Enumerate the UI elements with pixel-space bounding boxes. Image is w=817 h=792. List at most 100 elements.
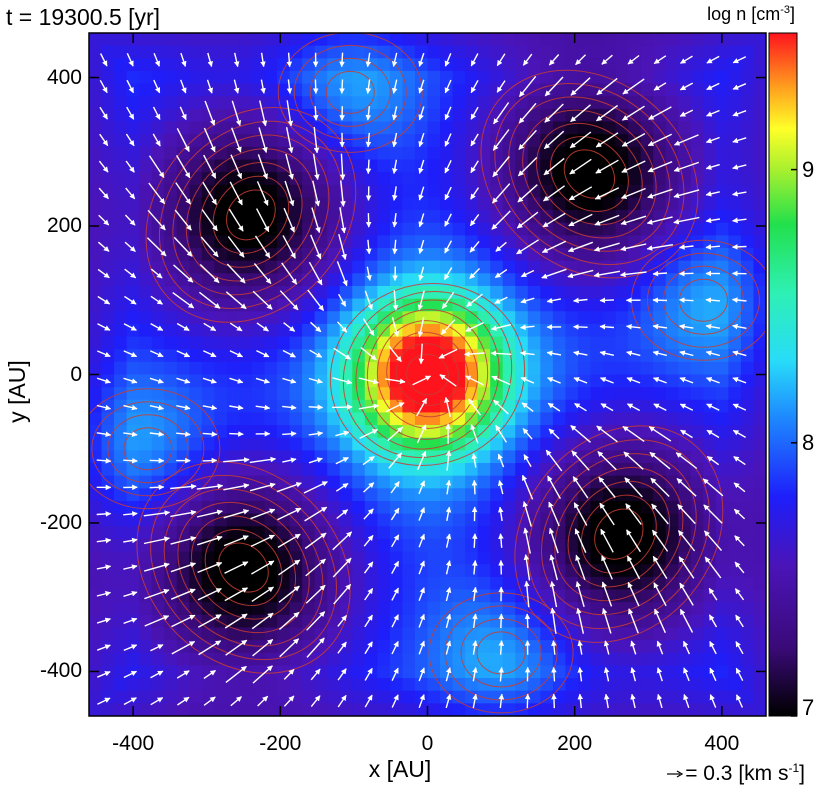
density-cell <box>302 425 316 439</box>
density-cell <box>402 703 416 716</box>
density-cell <box>114 146 128 161</box>
density-cell <box>577 678 592 692</box>
density-cell <box>239 96 253 110</box>
density-cell <box>226 298 241 312</box>
density-cell <box>339 425 353 439</box>
density-cell <box>577 58 592 72</box>
density-cell <box>214 488 228 502</box>
density-cell <box>490 463 504 477</box>
velocity-vector <box>150 350 164 358</box>
density-cell <box>101 235 115 249</box>
density-cell <box>126 437 140 451</box>
density-cell <box>502 703 516 716</box>
density-cell <box>201 361 215 376</box>
density-cell <box>264 399 278 414</box>
density-cell <box>139 273 153 287</box>
density-cell <box>126 652 140 667</box>
density-cell <box>364 33 378 47</box>
density-cell <box>703 652 717 667</box>
density-cell <box>289 412 303 426</box>
density-cell <box>414 500 429 515</box>
density-cell <box>603 703 617 716</box>
density-cell <box>164 273 178 287</box>
density-cell <box>515 437 529 451</box>
density-cell <box>302 614 316 629</box>
density-cell <box>139 349 153 363</box>
density-cell <box>728 210 742 224</box>
density-cell <box>527 349 541 363</box>
density-cell <box>264 134 278 148</box>
density-cell <box>327 45 341 59</box>
density-cell <box>389 260 404 274</box>
density-cell <box>214 665 228 679</box>
velocity-vector <box>147 209 166 231</box>
density-cell <box>740 33 755 47</box>
density-cell <box>251 197 266 211</box>
density-cell <box>389 387 404 401</box>
velocity-vector <box>196 483 224 490</box>
density-cell <box>176 311 190 325</box>
density-cell <box>527 260 541 274</box>
density-cell <box>477 475 491 489</box>
density-cell <box>728 70 742 85</box>
velocity-vector <box>125 160 135 173</box>
density-cell <box>502 374 516 388</box>
density-cell <box>402 260 416 274</box>
density-cell <box>590 235 604 249</box>
density-cell <box>176 513 190 527</box>
density-cell <box>414 412 429 426</box>
density-cell <box>427 526 441 540</box>
density-cell <box>552 678 567 692</box>
density-cell <box>377 273 391 287</box>
density-contour <box>567 480 671 588</box>
density-cell <box>515 45 529 59</box>
density-cell <box>402 500 416 515</box>
density-cell <box>139 336 153 350</box>
density-cell <box>251 273 266 287</box>
density-cell <box>628 33 642 47</box>
density-cell <box>665 627 679 641</box>
density-cell <box>590 652 604 667</box>
density-cell <box>89 96 103 110</box>
density-cell <box>114 108 128 123</box>
density-cell <box>753 210 766 224</box>
density-cell <box>139 488 153 502</box>
density-cell <box>327 589 341 603</box>
density-cell <box>552 412 567 426</box>
density-cell <box>114 374 128 388</box>
density-cell <box>126 488 140 502</box>
density-cell <box>552 652 567 667</box>
density-cell <box>502 285 516 300</box>
velocity-vector <box>524 613 531 629</box>
density-cell <box>628 387 642 401</box>
density-cell <box>289 285 303 300</box>
density-cell <box>89 235 103 249</box>
density-cell <box>565 159 579 173</box>
density-cell <box>389 222 404 236</box>
density-cell <box>690 248 704 262</box>
x-axis-label: x [AU] <box>368 756 432 782</box>
density-cell <box>640 45 654 59</box>
density-cell <box>377 197 391 211</box>
density-cell <box>277 513 291 527</box>
density-cell <box>477 640 491 654</box>
density-cell <box>690 703 704 716</box>
density-cell <box>314 450 328 464</box>
density-cell <box>239 678 253 692</box>
density-cell <box>289 564 303 578</box>
density-cell <box>189 690 203 704</box>
density-cell <box>703 463 717 477</box>
density-cell <box>339 210 353 224</box>
density-cell <box>89 640 103 654</box>
density-cell <box>753 159 766 173</box>
density-cell <box>151 387 165 401</box>
density-cell <box>151 437 165 451</box>
density-cell <box>577 70 592 85</box>
density-cell <box>314 437 328 451</box>
density-cell <box>590 58 604 72</box>
density-cell <box>214 121 228 135</box>
density-cell <box>151 703 165 716</box>
density-cell <box>753 222 766 236</box>
density-cell <box>640 285 654 300</box>
density-cell <box>728 538 742 553</box>
